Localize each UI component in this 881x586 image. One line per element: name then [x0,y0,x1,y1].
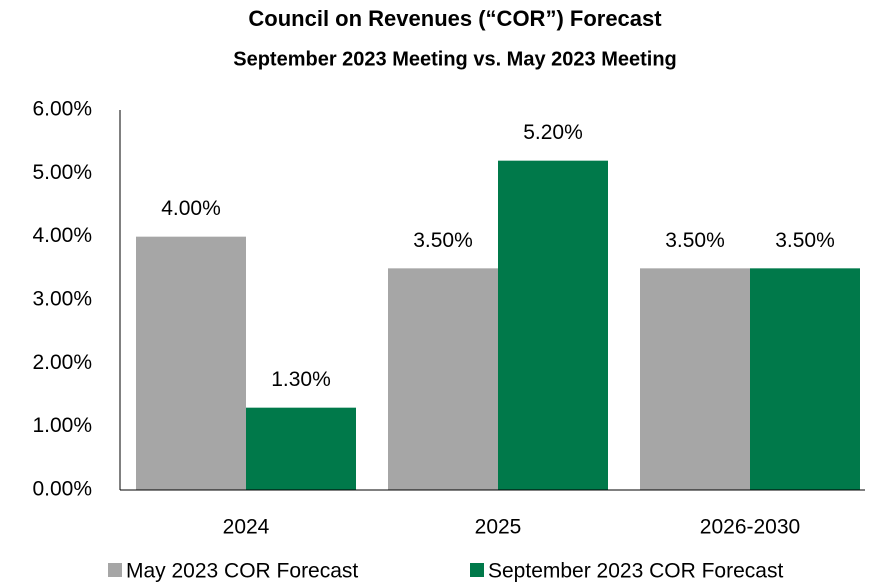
y-tick-label: 5.00% [32,161,92,184]
legend-label: September 2023 COR Forecast [488,560,783,583]
y-tick-label: 6.00% [32,98,92,121]
chart-subtitle: September 2023 Meeting vs. May 2023 Meet… [233,48,677,70]
bar [388,268,498,490]
x-tick-label: 2025 [475,516,522,539]
bar [498,160,608,490]
value-label: 3.50% [775,229,835,252]
value-label: 5.20% [523,121,583,144]
value-label: 3.50% [665,229,725,252]
y-tick-label: 1.00% [32,414,92,437]
y-tick-label: 0.00% [32,478,92,501]
bar [750,268,860,490]
legend-swatch [470,563,484,577]
chart-title: Council on Revenues (“COR”) Forecast [248,6,662,31]
value-label: 3.50% [413,229,473,252]
y-tick-label: 4.00% [32,224,92,247]
legend-label: May 2023 COR Forecast [126,560,358,583]
bar [136,236,246,490]
value-label: 1.30% [271,368,331,391]
legend-swatch [108,563,122,577]
x-tick-label: 2026-2030 [700,516,800,539]
value-label: 4.00% [161,197,221,220]
x-tick-label: 2024 [223,516,270,539]
bar [246,407,356,490]
y-tick-label: 2.00% [32,351,92,374]
bar [640,268,750,490]
y-tick-label: 3.00% [32,288,92,311]
